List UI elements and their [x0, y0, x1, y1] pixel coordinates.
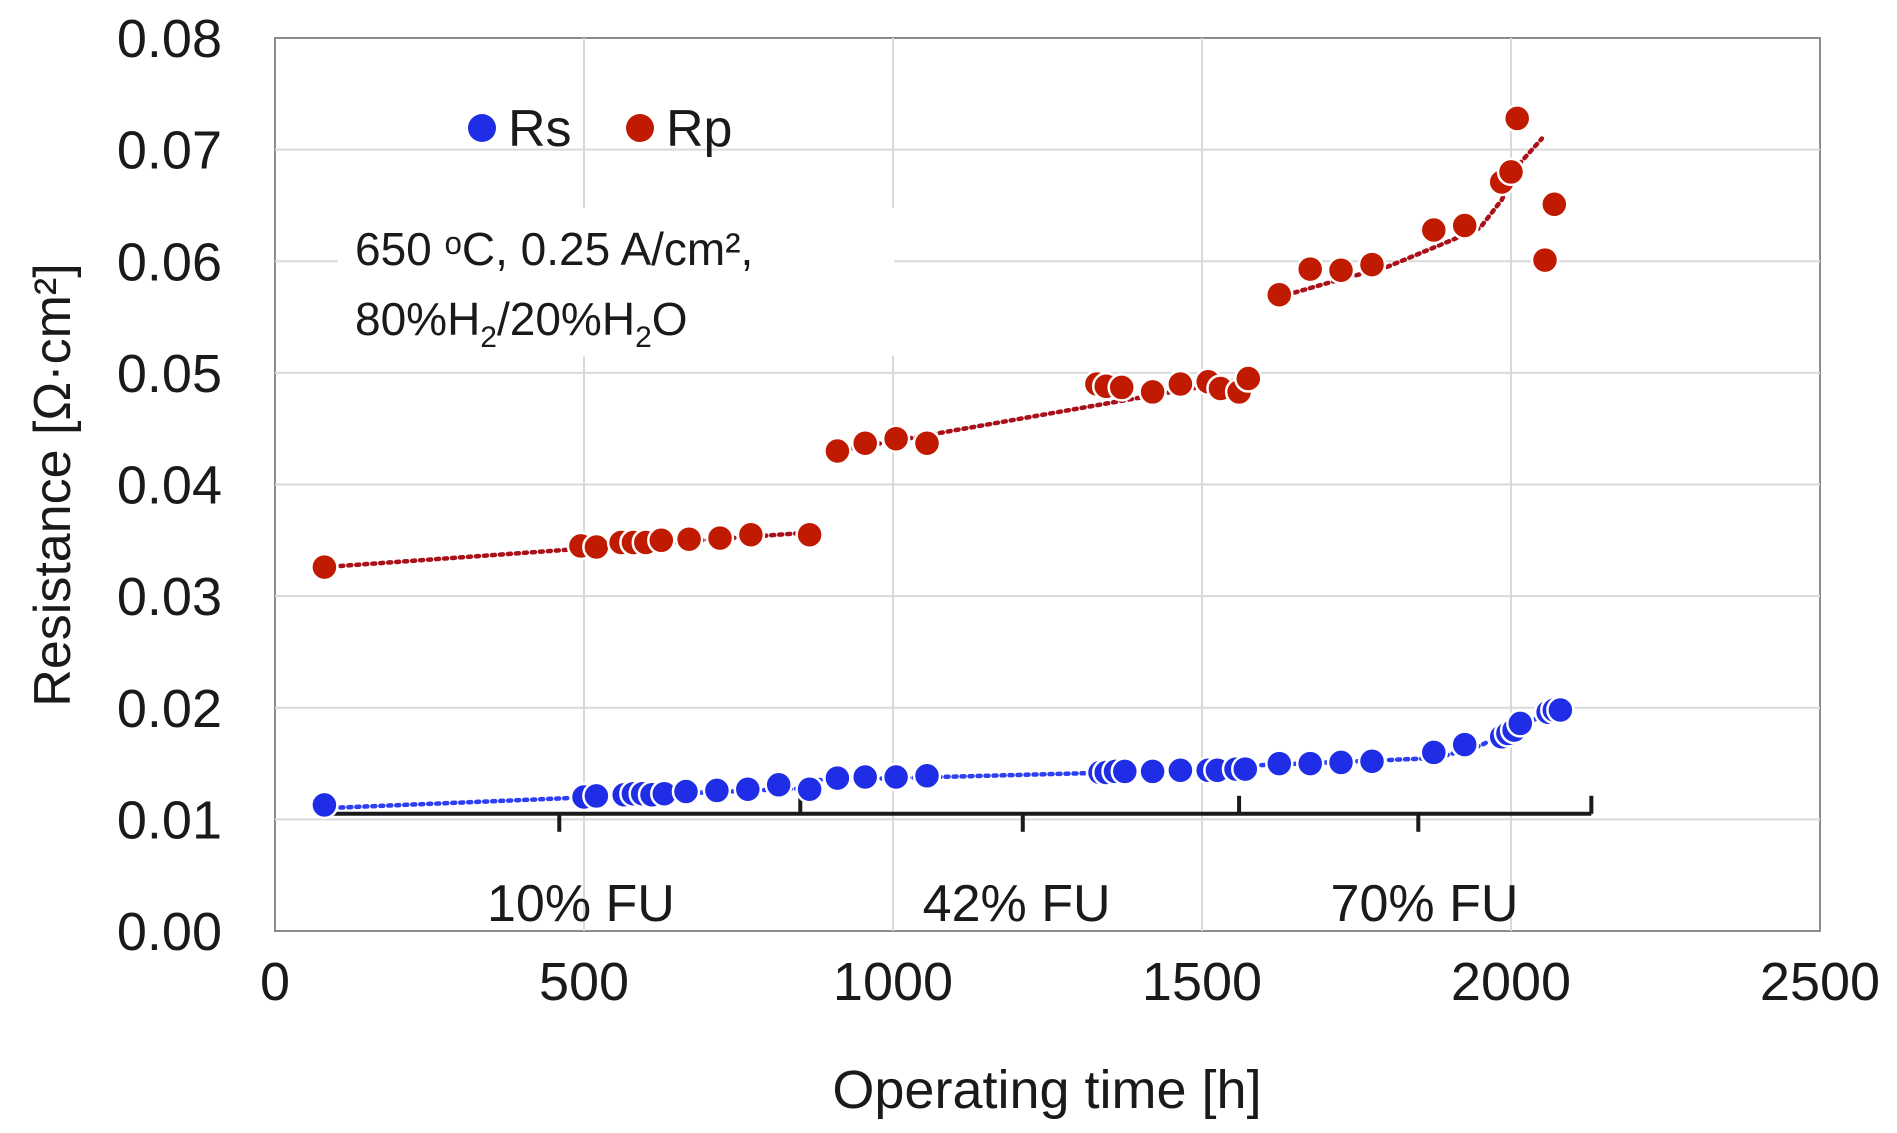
y-tick-label: 0.03 [117, 567, 222, 627]
point-rp [1357, 250, 1387, 279]
point-rs [1450, 730, 1479, 759]
legend-label-rp: Rp [666, 100, 732, 158]
point-rp [881, 424, 911, 453]
point-rp [674, 524, 704, 554]
point-rs [1166, 756, 1195, 785]
y-tick-label: 0.04 [117, 456, 222, 516]
point-rs [1506, 709, 1535, 738]
point-rs [1231, 754, 1260, 784]
x-tick-label: 1500 [1142, 952, 1262, 1012]
x-tick-label: 1000 [833, 952, 953, 1012]
y-tick-label: 0.02 [117, 679, 222, 739]
x-tick-label: 0 [260, 952, 290, 1012]
x-tick-label: 2500 [1760, 952, 1880, 1012]
legend-marker-rs [468, 114, 496, 142]
point-rp [823, 436, 852, 466]
point-rs [582, 781, 611, 811]
point-rp [1450, 211, 1479, 240]
point-rp [1295, 254, 1325, 284]
y-axis-label: Resistance [Ω·cm²] [24, 263, 82, 706]
annotation-part: /20%H [497, 293, 635, 345]
x-axis-label: Operating time [h] [832, 1060, 1261, 1120]
point-rs [671, 777, 701, 806]
point-rp [705, 523, 735, 553]
point-rs [1419, 738, 1449, 767]
x-tick-label: 500 [539, 952, 629, 1012]
point-rs [1546, 695, 1575, 725]
point-rs [1138, 757, 1167, 786]
point-rs [1357, 747, 1387, 776]
point-rp [1234, 364, 1263, 393]
y-tick-labels: 0.00 0.01 0.02 0.03 0.04 0.05 0.06 0.07 0.08 [117, 9, 222, 962]
point-rp [582, 532, 611, 562]
fu-label: 10% FU [487, 875, 675, 933]
legend-marker-rp [626, 114, 654, 142]
point-rp [795, 520, 824, 549]
point-rs [823, 763, 852, 793]
point-rp [1166, 369, 1195, 399]
data-points [310, 104, 1575, 820]
point-rs [912, 761, 942, 791]
x-tick-labels: 0 500 1000 1500 2000 2500 [260, 952, 1880, 1012]
point-rs [881, 762, 911, 792]
point-rp [1107, 373, 1136, 402]
legend: Rs Rp [468, 100, 732, 158]
annotation-box [338, 208, 894, 356]
annotation-line-1: 650 ᵒC, 0.25 A/cm², [355, 223, 766, 275]
point-rs [733, 774, 763, 804]
point-rs [1326, 748, 1356, 777]
annotation-line-2: 80%H2/20%H2O [355, 293, 688, 354]
point-rp [1265, 280, 1294, 309]
point-rp [736, 520, 766, 549]
point-rp [1530, 245, 1560, 275]
point-rp [850, 428, 880, 458]
point-rp [912, 428, 942, 458]
point-rp [1540, 190, 1569, 219]
point-rp [1138, 377, 1167, 407]
point-rp [1502, 104, 1532, 133]
trendline-rp [322, 530, 812, 570]
point-rs [795, 774, 824, 804]
gridlines [275, 38, 1820, 931]
y-tick-label: 0.00 [117, 902, 222, 962]
y-tick-label: 0.06 [117, 232, 222, 292]
annotation-subscript: 2 [635, 321, 652, 354]
point-rp [1326, 255, 1356, 285]
point-rp [310, 552, 339, 582]
fu-label: 42% FU [923, 875, 1111, 933]
point-rs [850, 762, 880, 792]
fu-label: 70% FU [1331, 875, 1519, 933]
conditions-annotation: 650 ᵒC, 0.25 A/cm², 80%H2/20%H2O [338, 208, 894, 356]
point-rp [647, 526, 676, 555]
point-rs [1265, 749, 1294, 778]
annotation-subscript: 2 [480, 321, 497, 354]
annotation-part: 80%H [355, 293, 480, 345]
point-rs [1110, 757, 1140, 786]
point-rs [764, 770, 793, 800]
y-tick-label: 0.08 [117, 9, 222, 69]
point-rs [702, 776, 732, 805]
y-tick-label: 0.01 [117, 790, 222, 850]
point-rs [310, 790, 339, 820]
y-tick-label: 0.07 [117, 121, 222, 181]
y-tick-label: 0.05 [117, 344, 222, 404]
point-rp [1419, 215, 1449, 245]
point-rs [1295, 749, 1325, 778]
x-tick-label: 2000 [1451, 952, 1571, 1012]
point-rp [1496, 157, 1526, 187]
legend-label-rs: Rs [508, 100, 572, 158]
annotation-part: O [652, 293, 688, 345]
